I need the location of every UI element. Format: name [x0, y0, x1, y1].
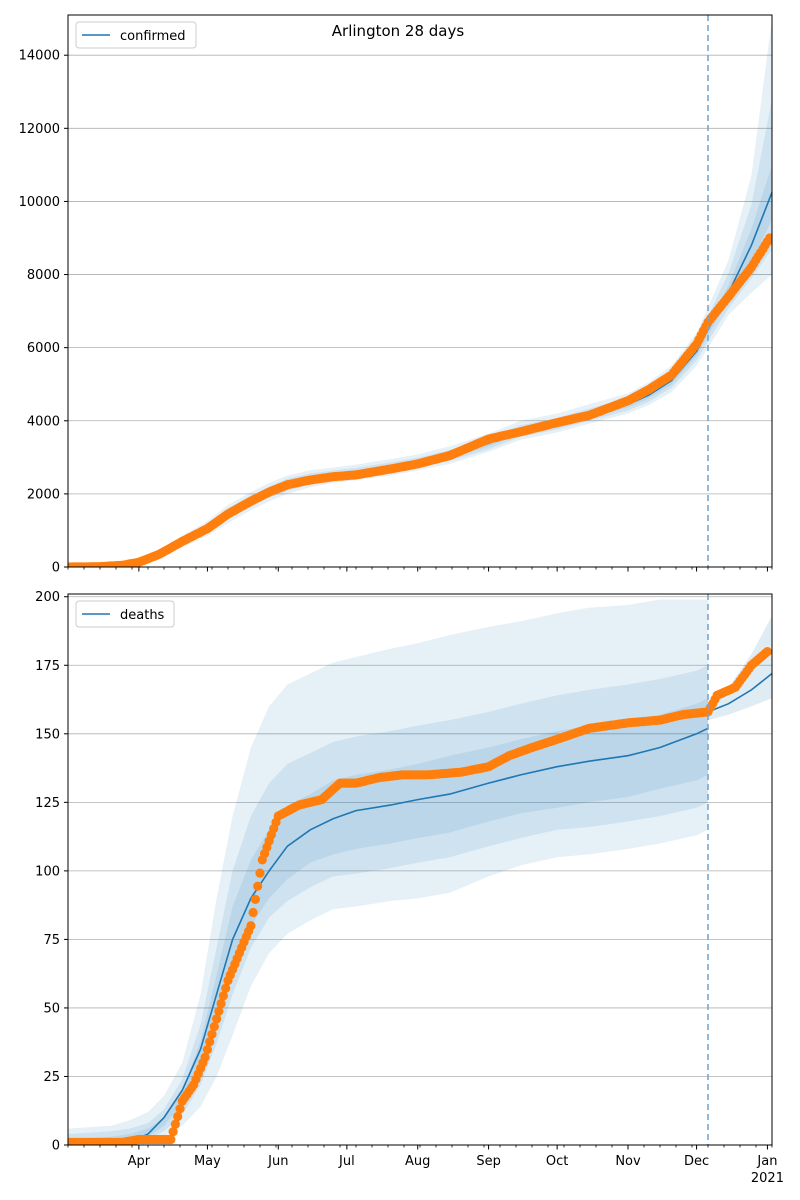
deaths-ytick-label: 0: [52, 1139, 60, 1154]
deaths-plot-area: [68, 599, 772, 1145]
deaths-legend-box: [75, 600, 175, 628]
deaths-observed-point: [762, 647, 772, 657]
deaths-uncertainty-band: [68, 698, 708, 1145]
deaths-observed-point: [166, 1134, 176, 1145]
deaths-observed-point: [170, 1119, 180, 1129]
confirmed-axes-frame: [67, 14, 773, 568]
confirmed-observed-point: [765, 233, 772, 243]
figure-title: Arlington 28 days: [332, 22, 465, 40]
deaths-observed-point: [207, 1029, 217, 1039]
deaths-observed-point: [253, 881, 263, 891]
deaths-panel: 0 25 50 75 100 125 150 175 200 Apr May Jun Jul Aug Sep…: [35, 590, 784, 1186]
deaths-observed-point: [248, 907, 258, 918]
deaths-forecast-line: [707, 672, 772, 713]
confirmed-ytick-label: 8000: [27, 268, 60, 283]
deaths-observed-point: [218, 991, 228, 1001]
xtick-label: May: [194, 1154, 221, 1169]
deaths-observed-point: [216, 998, 226, 1009]
confirmed-legend-label: confirmed: [120, 29, 186, 44]
confirmed-ytick-label: 2000: [27, 487, 60, 502]
deaths-ytick-label: 125: [35, 796, 60, 811]
deaths-observed-point: [200, 1052, 210, 1062]
xtick-label: Nov: [615, 1154, 641, 1169]
deaths-ytick-label: 175: [35, 659, 60, 674]
deaths-observed-point: [255, 868, 265, 878]
xtick-label: Aug: [405, 1154, 430, 1169]
deaths-observed-point: [221, 983, 231, 993]
deaths-ytick-label: 200: [35, 590, 60, 605]
xtick-label: Oct: [546, 1154, 568, 1169]
deaths-forecast-band: [708, 615, 772, 721]
confirmed-uncertainty-band: [68, 18, 772, 567]
confirmed-ytick-label: 6000: [27, 341, 60, 356]
confirmed-legend-box: [75, 21, 197, 49]
deaths-observed-point: [205, 1037, 215, 1047]
deaths-legend-label: deaths: [120, 608, 165, 623]
xtick-year-label: 2021: [751, 1171, 784, 1186]
xtick-label: Jul: [338, 1154, 355, 1169]
confirmed-ytick-label: 10000: [19, 195, 60, 210]
deaths-ytick-label: 50: [43, 1001, 60, 1016]
confirmed-uncertainty-band: [68, 99, 772, 567]
deaths-uncertainty-band: [68, 599, 708, 1145]
deaths-model-line: [68, 727, 709, 1145]
deaths-observed-point: [212, 1014, 222, 1024]
confirmed-ytick-label: 12000: [19, 122, 60, 137]
deaths-ytick-label: 25: [43, 1070, 60, 1085]
deaths-observed-point: [214, 1006, 224, 1016]
deaths-ytick-label: 100: [35, 864, 60, 879]
deaths-observed-point: [168, 1127, 178, 1137]
deaths-observed-point: [246, 921, 256, 931]
xtick-label: Jun: [267, 1154, 288, 1169]
deaths-observed-point: [175, 1104, 185, 1114]
deaths-observed-point: [202, 1045, 212, 1055]
xtick-label: Dec: [684, 1154, 709, 1169]
confirmed-plot-area: [68, 18, 772, 567]
deaths-legend: deaths: [75, 600, 175, 628]
deaths-observed-point: [209, 1022, 219, 1032]
xtick-label: Apr: [128, 1154, 151, 1169]
deaths-ytick-label: 75: [43, 933, 60, 948]
deaths-ytick-label: 150: [35, 727, 60, 742]
xtick-label: Jan: [756, 1154, 777, 1169]
confirmed-panel: 0 2000 4000 6000 8000 10000 12000 14000 confirme…: [19, 14, 773, 576]
confirmed-ytick-label: 14000: [19, 49, 60, 64]
deaths-observed-point: [173, 1111, 183, 1122]
deaths-observed-point: [250, 894, 260, 905]
confirmed-ytick-label: 0: [52, 561, 60, 576]
xtick-label: Sep: [476, 1154, 501, 1169]
deaths-uncertainty-band: [68, 665, 708, 1145]
confirmed-ytick-label: 4000: [27, 414, 60, 429]
confirmed-legend: confirmed: [75, 21, 197, 49]
confirmed-uncertainty-band: [68, 164, 772, 567]
